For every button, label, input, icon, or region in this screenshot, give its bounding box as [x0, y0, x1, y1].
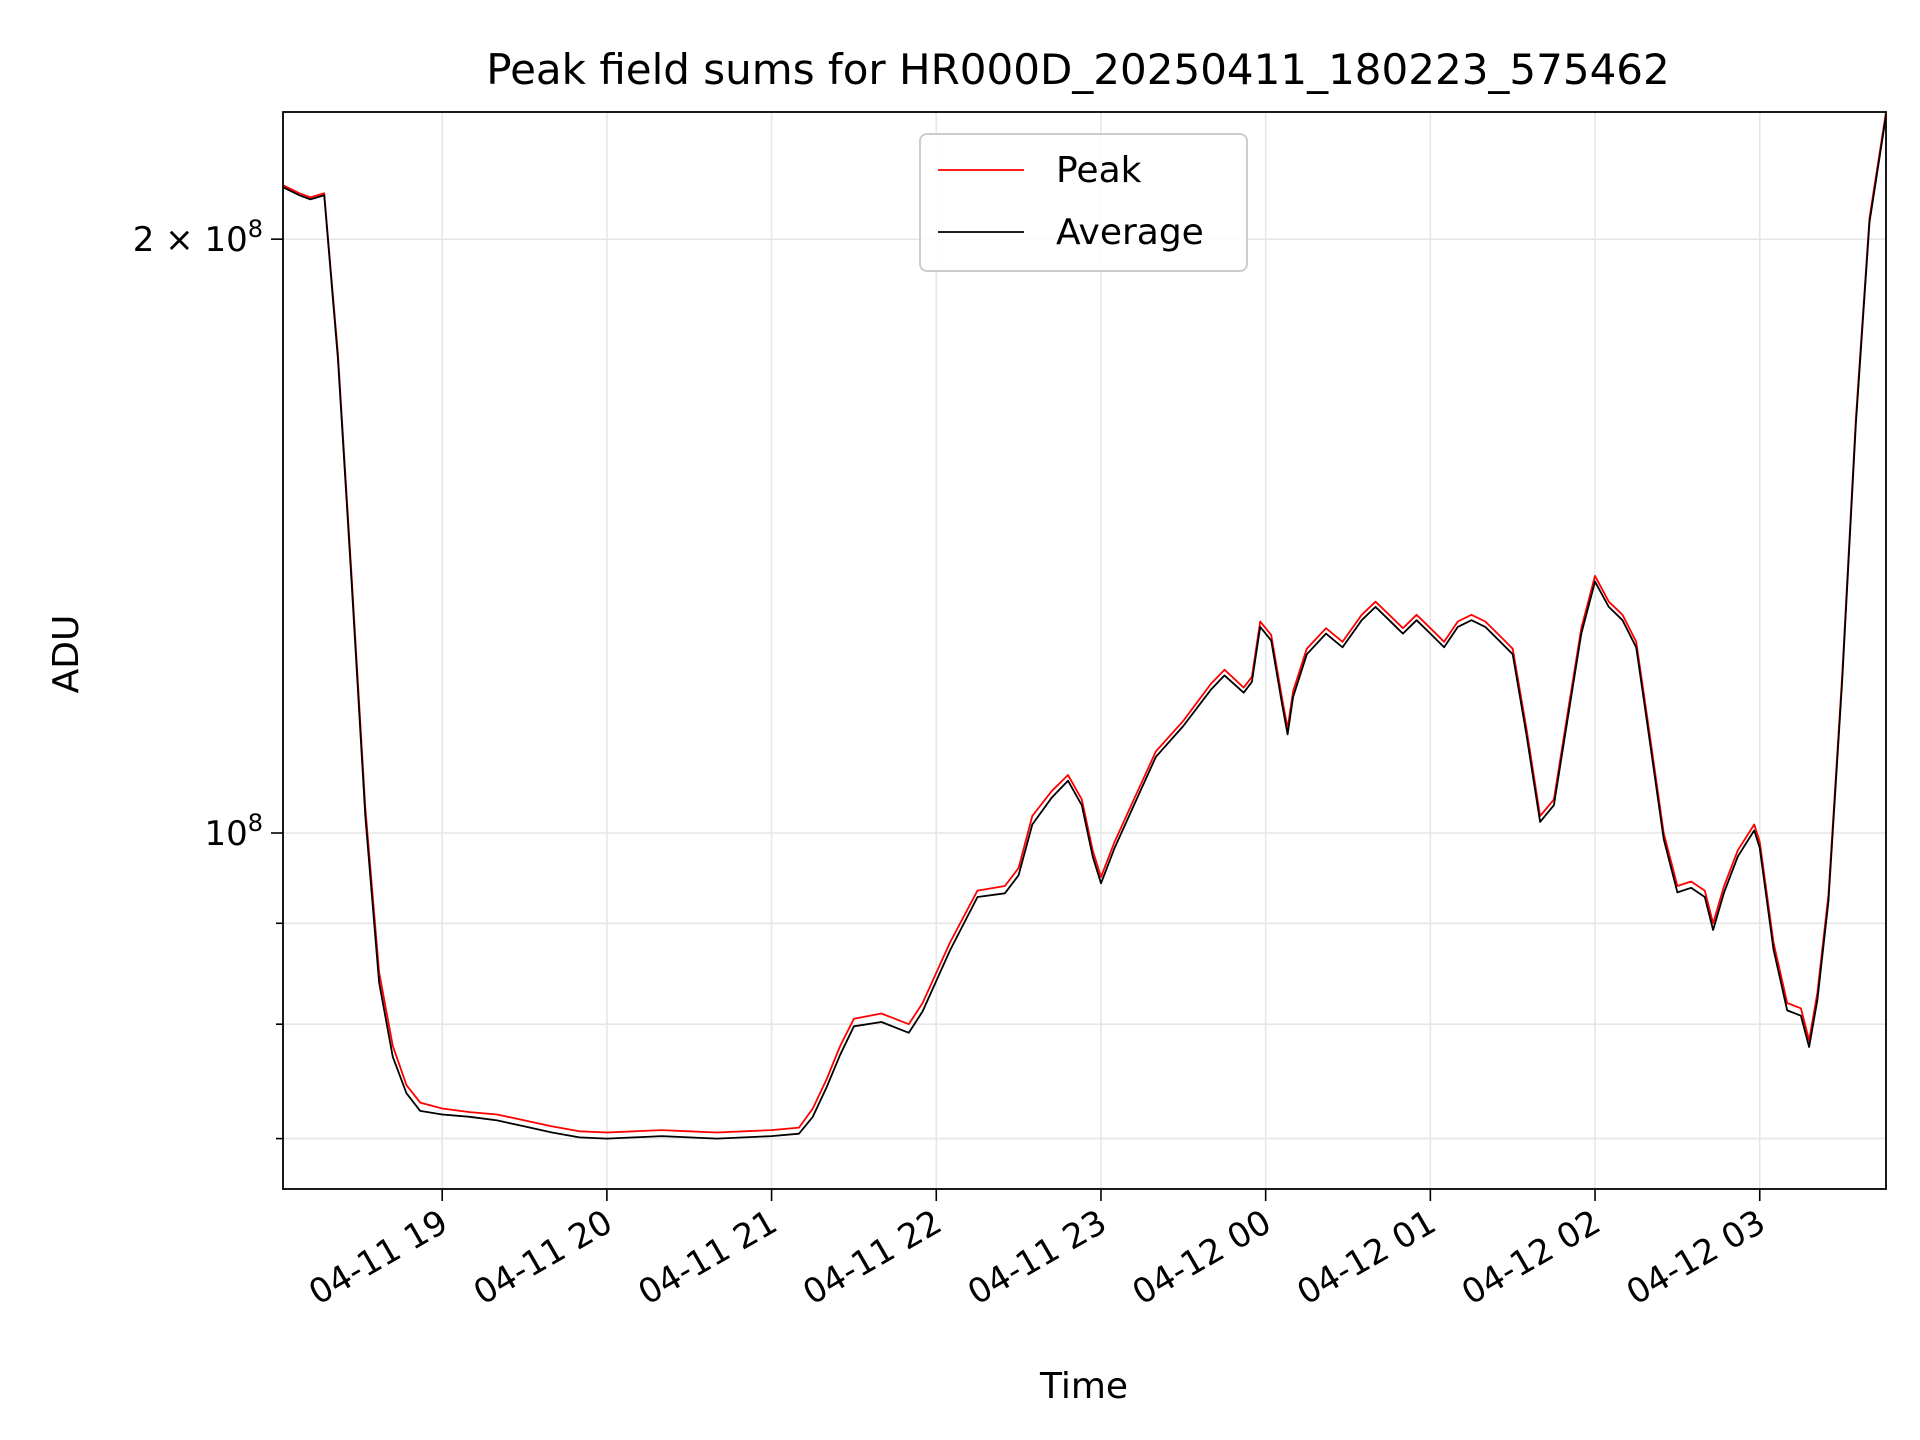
y-axis-label: ADU [46, 615, 87, 694]
y-tick-label: 108 [204, 809, 263, 854]
y-axis-ticks: 2 × 108 108 [133, 215, 283, 1140]
series-lines [283, 112, 1886, 1140]
legend-box [919, 133, 1248, 272]
plot-frame [282, 111, 1887, 1190]
y-tick-label: 2 × 108 [133, 215, 263, 260]
legend-label-peak: Peak [1056, 150, 1142, 191]
series-line-average [283, 115, 1886, 1140]
legend: Peak Average [919, 133, 1248, 272]
x-axis-label: Time [1039, 1366, 1128, 1407]
legend-label-average: Average [1056, 212, 1204, 253]
chart-title: Peak field sums for HR000D_20250411_1802… [486, 45, 1670, 94]
